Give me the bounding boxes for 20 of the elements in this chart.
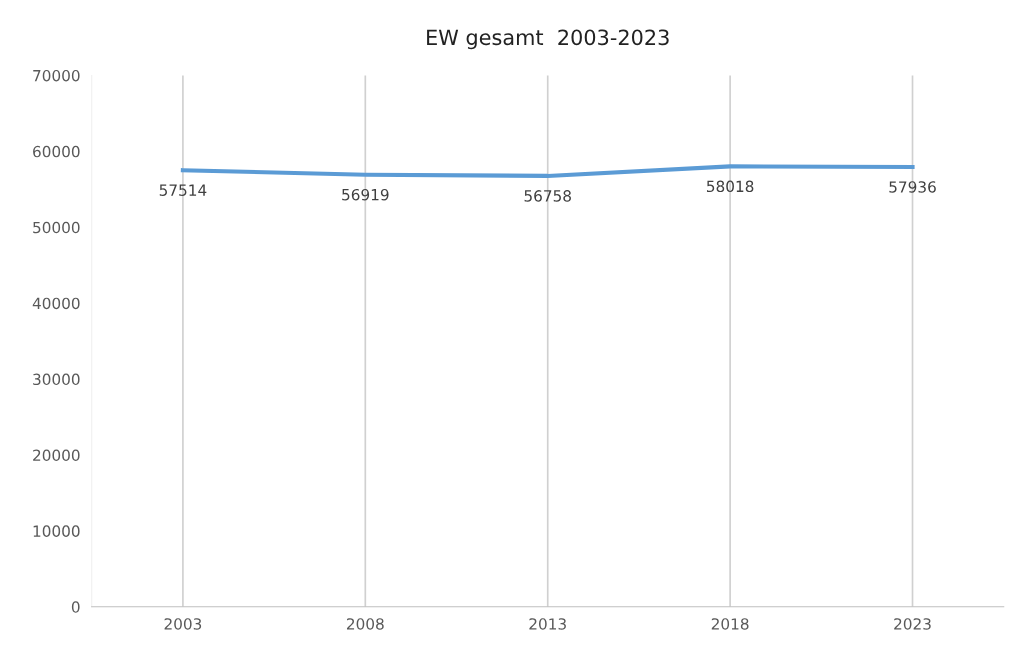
- data-label: 56758: [524, 190, 571, 202]
- data-label: 57514: [159, 184, 207, 196]
- x-tick-label: 2013: [529, 618, 566, 630]
- data-label: 56919: [342, 188, 389, 201]
- data-label: 58018: [706, 180, 754, 193]
- chart-title: EW gesamt 2003-2023: [427, 29, 669, 50]
- y-tick-label: 40000: [32, 297, 80, 310]
- x-tick-label: 2008: [346, 618, 384, 630]
- y-tick-label: 10000: [33, 525, 80, 537]
- y-tick-label: 20000: [33, 449, 80, 461]
- x-tick-label: 2003: [164, 618, 202, 630]
- x-tick-label: 2018: [711, 618, 749, 630]
- y-tick-label: 50000: [33, 221, 80, 234]
- x-tick-label: 2023: [894, 618, 931, 630]
- y-tick-label: 0: [71, 601, 80, 613]
- y-tick-label: 30000: [33, 373, 80, 386]
- y-tick-label: 70000: [33, 69, 80, 82]
- line-series: [180, 164, 915, 179]
- y-tick-label: 60000: [33, 145, 80, 158]
- data-label: 57936: [889, 181, 936, 193]
